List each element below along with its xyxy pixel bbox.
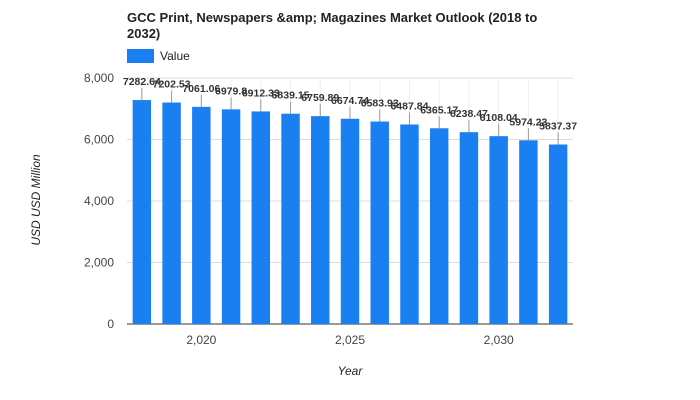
data-label: 6674.74 (331, 95, 369, 107)
data-label: 6759.89 (301, 92, 339, 104)
data-label: 6108.04 (480, 112, 518, 124)
bar (340, 118, 360, 325)
bar (400, 124, 419, 324)
y-tick-label: 2,000 (84, 256, 114, 270)
y-axis: 0 2,000 4,000 6,000 8,000 (84, 71, 114, 331)
y-axis-label: USD USD Million (29, 154, 43, 246)
x-axis-label: Year (337, 364, 363, 378)
data-label: 6365.17 (420, 104, 458, 116)
legend: Value (127, 49, 190, 63)
data-label: 6238.47 (450, 108, 488, 120)
legend-label: Value (160, 49, 190, 63)
bar (548, 144, 568, 324)
data-label: 6839.15 (272, 90, 310, 102)
y-tick-label: 6,000 (84, 133, 114, 147)
data-label: 5837.37 (539, 121, 577, 133)
bar (311, 116, 330, 324)
data-label: 6979.8 (215, 85, 247, 97)
chart-title: GCC Print, Newspapers &amp; Magazines Ma… (127, 10, 538, 41)
x-tick-label: 2,025 (335, 333, 365, 347)
data-label: 6912.33 (242, 87, 280, 99)
bar (370, 121, 389, 324)
data-label: 7061.06 (182, 83, 220, 95)
data-label: 7282.64 (123, 76, 161, 88)
data-labels: 7282.647202.537061.066979.86912.336839.1… (123, 76, 577, 145)
data-label: 6487.84 (390, 100, 428, 112)
bar (162, 102, 181, 324)
data-label: 5974.23 (509, 116, 547, 128)
x-tick-label: 2,030 (484, 333, 514, 347)
legend-swatch (127, 49, 154, 63)
bar (221, 109, 241, 324)
bar (192, 106, 211, 324)
data-label: 7202.53 (153, 79, 191, 91)
bars (132, 100, 568, 325)
bar (489, 136, 508, 324)
x-tick-label: 2,020 (186, 333, 216, 347)
y-tick-label: 4,000 (84, 194, 114, 208)
y-tick-label: 0 (107, 317, 114, 331)
bar (429, 128, 449, 324)
x-axis: 2,020 2,025 2,030 (186, 333, 514, 347)
bar (459, 132, 479, 324)
bar (519, 140, 538, 324)
bar (281, 113, 300, 324)
bar (132, 100, 152, 324)
data-label: 6583.93 (361, 98, 399, 110)
bar (251, 111, 271, 324)
y-tick-label: 8,000 (84, 71, 114, 85)
